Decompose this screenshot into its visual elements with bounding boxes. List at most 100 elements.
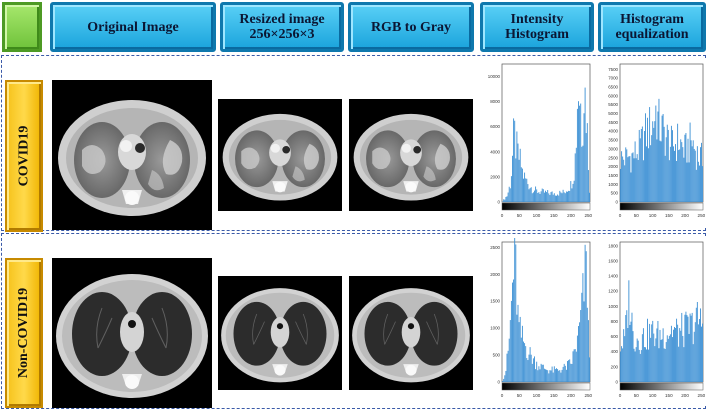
row-label-covid19: COVID19 (5, 80, 43, 232)
histogram-bar (667, 338, 669, 382)
histogram-bar (571, 363, 573, 382)
histogram-bar (676, 160, 678, 202)
histogram-bar (586, 123, 588, 202)
histogram-bar (689, 313, 691, 382)
noncovid-gray-ct (349, 276, 473, 390)
y-tick-label: 2000 (490, 174, 500, 179)
y-tick-label: 500 (493, 353, 501, 358)
histogram-bar (571, 188, 573, 202)
histogram-bar (554, 195, 556, 202)
histogram-bar (587, 170, 589, 202)
histogram-bar (654, 346, 656, 382)
histogram-bar (507, 192, 509, 202)
histogram-bar (504, 375, 506, 382)
x-tick-label: 100 (649, 213, 657, 218)
histogram-bar (680, 139, 682, 202)
histogram-bar (681, 142, 683, 202)
histogram-bar (584, 244, 586, 382)
histogram-bar (541, 364, 543, 382)
y-tick-label: 1000 (490, 326, 500, 331)
histogram-bar (687, 316, 689, 382)
histogram-bar (508, 186, 510, 202)
intensity-colorbar (501, 382, 591, 391)
covid-original-ct (52, 80, 212, 230)
histogram-bar (550, 370, 552, 382)
y-tick-label: 2000 (608, 164, 618, 169)
histogram-bar (584, 87, 586, 202)
histogram-bar (540, 363, 542, 382)
histogram-bars (502, 87, 590, 202)
histogram-bar (526, 358, 528, 382)
histogram-bar (636, 154, 638, 202)
histogram-bar (657, 111, 659, 202)
histogram-bar (641, 334, 643, 382)
histogram-bar (532, 358, 534, 382)
histogram-bar (536, 361, 538, 382)
y-tick-label: 1400 (608, 274, 618, 279)
histogram-bar (563, 363, 565, 382)
histogram-bar (670, 125, 672, 202)
histogram-bar (535, 369, 537, 382)
histogram-bar (622, 156, 624, 202)
histogram-bar (581, 292, 583, 382)
histogram-bar (621, 151, 623, 202)
histogram-bar (553, 366, 555, 382)
histogram-bar (634, 351, 636, 382)
histogram-bar (650, 145, 652, 202)
histogram-bar (638, 349, 640, 382)
histogram-bars (620, 98, 703, 202)
noncovid-equalization-histogram: 0 200 400 600 800 1000 1200 1400 1600 1800 0 50 100 1… (598, 238, 706, 406)
histogram-bar (551, 366, 553, 382)
histogram-bar (509, 320, 511, 382)
histogram-bar (637, 159, 639, 202)
histogram-bar (624, 336, 626, 382)
histogram-bar (694, 150, 696, 202)
histogram-bar (546, 369, 548, 382)
histogram-bar (568, 190, 570, 202)
histogram-bar (542, 189, 544, 202)
histogram-bar (656, 328, 658, 382)
histogram-bar (503, 378, 505, 382)
x-tick-label: 50 (634, 213, 640, 218)
histogram-bar (626, 310, 628, 382)
histogram-bar (552, 372, 554, 382)
histogram-bar (702, 323, 703, 382)
histogram-bar (655, 105, 657, 202)
histogram-bar (579, 322, 581, 382)
histogram-bar (556, 368, 557, 382)
histogram-bar (520, 337, 522, 382)
histogram-bar (682, 147, 684, 202)
x-tick-label: 150 (550, 213, 558, 218)
histogram-bar (698, 165, 700, 202)
histogram-bar (548, 373, 550, 382)
y-tick-label: 3500 (608, 138, 618, 143)
histogram-bar (527, 360, 529, 382)
histogram-bar (635, 347, 637, 382)
y-tick-label: 600 (611, 334, 619, 339)
histogram-bar (702, 166, 703, 202)
histogram-bar (558, 370, 560, 382)
histogram-bar (640, 128, 642, 202)
histogram-bar (542, 364, 544, 382)
histogram-bar (685, 311, 687, 382)
histogram-bar (634, 141, 636, 202)
histogram-bar (668, 335, 670, 382)
y-tick-label: 1200 (608, 289, 618, 294)
histogram-bar (558, 195, 560, 202)
histogram-bar (529, 347, 531, 382)
histogram-bar (660, 339, 662, 382)
histogram-bar (539, 369, 541, 382)
histogram-bar (643, 130, 645, 202)
histogram-bar (622, 348, 624, 382)
histogram-bar (695, 169, 697, 202)
header-histogram-equalization: Histogram equalization (598, 2, 706, 52)
histogram-bar (626, 149, 628, 202)
histogram-bar (662, 114, 664, 202)
histogram-bar (575, 351, 577, 382)
y-tick-label: 1500 (608, 173, 618, 178)
covid-gray-ct (349, 99, 473, 211)
histogram-bar (684, 134, 686, 202)
x-tick-label: 100 (533, 213, 541, 218)
histogram-bar (674, 327, 675, 382)
histogram-bar (524, 343, 526, 382)
